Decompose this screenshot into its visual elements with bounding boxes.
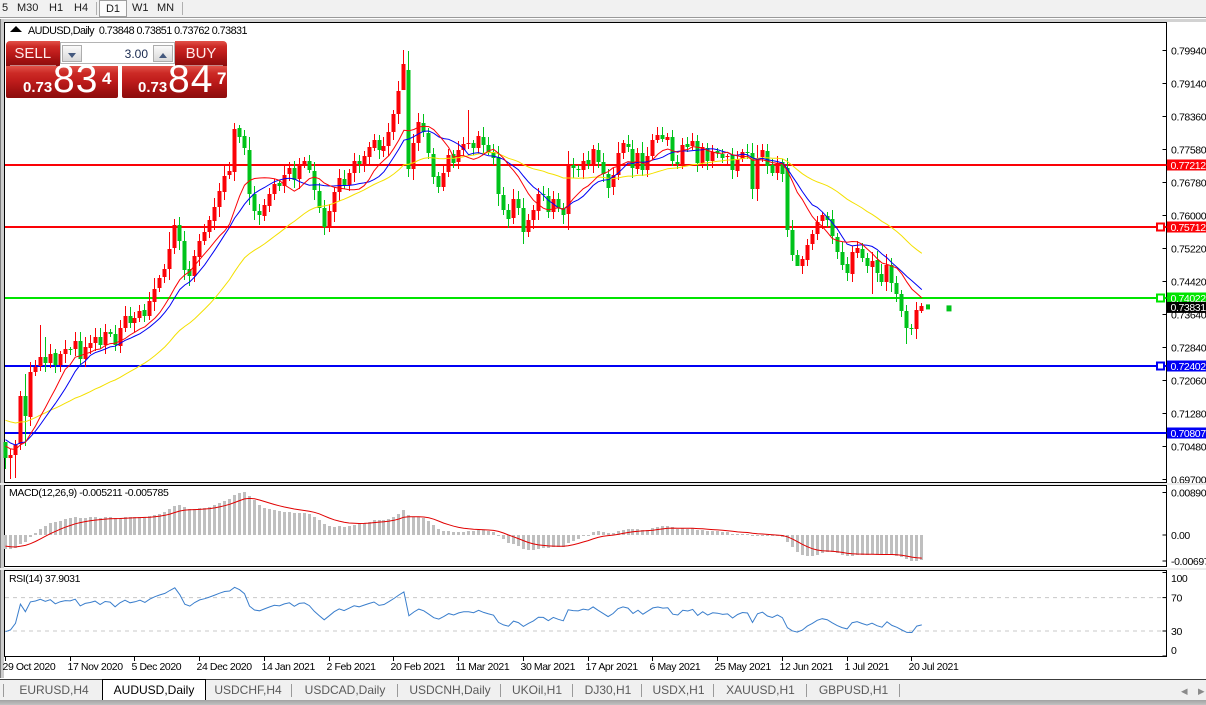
svg-text:30: 30	[1171, 626, 1182, 638]
svg-text:0.79140: 0.79140	[1171, 79, 1206, 91]
svg-text:0: 0	[1171, 645, 1177, 657]
svg-text:0.77580: 0.77580	[1171, 145, 1206, 157]
svg-text:14 Jan 2021: 14 Jan 2021	[262, 661, 316, 673]
svg-text:70: 70	[1171, 593, 1182, 605]
svg-text:11 Mar 2021: 11 Mar 2021	[456, 661, 510, 673]
svg-text:0.70480: 0.70480	[1171, 442, 1206, 454]
svg-text:12 Jun 2021: 12 Jun 2021	[780, 661, 834, 673]
svg-text:RSI(14) 37.9031: RSI(14) 37.9031	[9, 573, 81, 585]
svg-text:0.72840: 0.72840	[1171, 343, 1206, 355]
svg-text:0.77212: 0.77212	[1171, 160, 1206, 172]
svg-text:0.76000: 0.76000	[1171, 211, 1206, 223]
svg-text:100: 100	[1171, 573, 1188, 585]
svg-text:MACD(12,26,9) -0.005211 -0.005: MACD(12,26,9) -0.005211 -0.005785	[9, 487, 169, 499]
svg-text:17 Apr 2021: 17 Apr 2021	[586, 661, 639, 673]
svg-text:0.0089030: 0.0089030	[1171, 488, 1206, 500]
svg-text:0.73831: 0.73831	[1171, 302, 1206, 314]
svg-text:17 Nov 2020: 17 Nov 2020	[68, 661, 124, 673]
svg-text:AUDUSD,Daily 0.73848 0.73851: AUDUSD,Daily 0.73848 0.73851 0.73762 0.7…	[28, 25, 247, 37]
svg-text:5 Dec 2020: 5 Dec 2020	[132, 661, 182, 673]
svg-text:0.75220: 0.75220	[1171, 244, 1206, 256]
svg-text:0.71280: 0.71280	[1171, 409, 1206, 421]
svg-text:24 Dec 2020: 24 Dec 2020	[197, 661, 253, 673]
svg-text:20 Jul 2021: 20 Jul 2021	[909, 661, 959, 673]
svg-text:0.72402: 0.72402	[1171, 361, 1206, 373]
svg-text:0.69700: 0.69700	[1171, 475, 1206, 487]
svg-text:0.00: 0.00	[1171, 530, 1190, 542]
svg-text:6 May 2021: 6 May 2021	[650, 661, 701, 673]
svg-text:30 Mar 2021: 30 Mar 2021	[521, 661, 576, 673]
svg-text:1 Jul 2021: 1 Jul 2021	[845, 661, 890, 673]
svg-text:29 Oct 2020: 29 Oct 2020	[3, 661, 56, 673]
svg-text:0.75712: 0.75712	[1171, 222, 1206, 234]
svg-text:20 Feb 2021: 20 Feb 2021	[391, 661, 446, 673]
svg-text:0.72060: 0.72060	[1171, 376, 1206, 388]
svg-text:25 May 2021: 25 May 2021	[715, 661, 772, 673]
svg-text:0.74420: 0.74420	[1171, 277, 1206, 289]
svg-text:0.78360: 0.78360	[1171, 112, 1206, 124]
svg-text:2 Feb 2021: 2 Feb 2021	[327, 661, 377, 673]
svg-text:0.70807: 0.70807	[1171, 428, 1206, 440]
svg-text:-0.0069703: -0.0069703	[1171, 556, 1206, 568]
svg-text:0.79940: 0.79940	[1171, 46, 1206, 58]
svg-text:0.76780: 0.76780	[1171, 178, 1206, 190]
